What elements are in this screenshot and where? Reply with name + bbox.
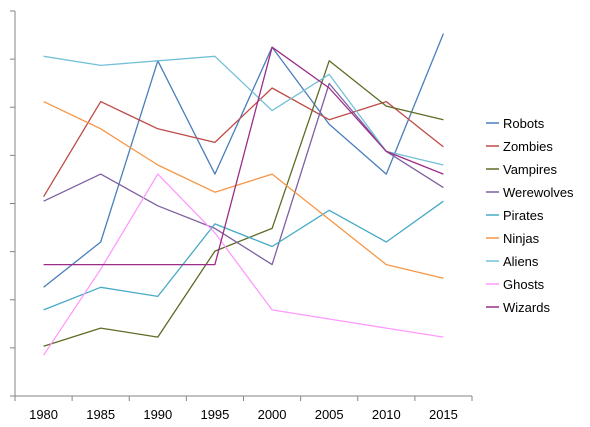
x-tick-label: 1990 <box>143 407 172 422</box>
x-tick-label: 2005 <box>315 407 344 422</box>
series-line-pirates <box>43 200 444 311</box>
legend-label-wizards: Wizards <box>503 300 550 315</box>
series-line-ghosts <box>43 173 444 356</box>
x-tick-label: 1980 <box>29 407 58 422</box>
x-tick-label: 1985 <box>86 407 115 422</box>
series-line-wizards <box>43 46 444 266</box>
legend-label-robots: Robots <box>503 116 545 131</box>
series-line-ninjas <box>43 101 444 279</box>
series-line-aliens <box>43 55 444 166</box>
x-tick-label: 2000 <box>258 407 287 422</box>
legend-label-ghosts: Ghosts <box>503 277 545 292</box>
x-tick-label: 2010 <box>372 407 401 422</box>
series-line-robots <box>43 33 445 288</box>
legend-label-werewolves: Werewolves <box>503 185 574 200</box>
legend-label-pirates: Pirates <box>503 208 544 223</box>
legend-label-ninjas: Ninjas <box>503 231 540 246</box>
legend: Robots Zombies Vampires Werewolves Pirates Ni… <box>486 116 574 315</box>
series-line-vampires <box>43 60 444 347</box>
legend-label-zombies: Zombies <box>503 139 553 154</box>
x-tick-label: 1995 <box>200 407 229 422</box>
series-line-zombies <box>43 87 444 198</box>
legend-label-aliens: Aliens <box>503 254 539 269</box>
axes-group: 1980 1985 1990 1995 2000 2005 2010 2015 <box>10 10 473 422</box>
x-tick-label: 2015 <box>429 407 458 422</box>
plot-series-group <box>43 33 445 356</box>
legend-label-vampires: Vampires <box>503 162 557 177</box>
